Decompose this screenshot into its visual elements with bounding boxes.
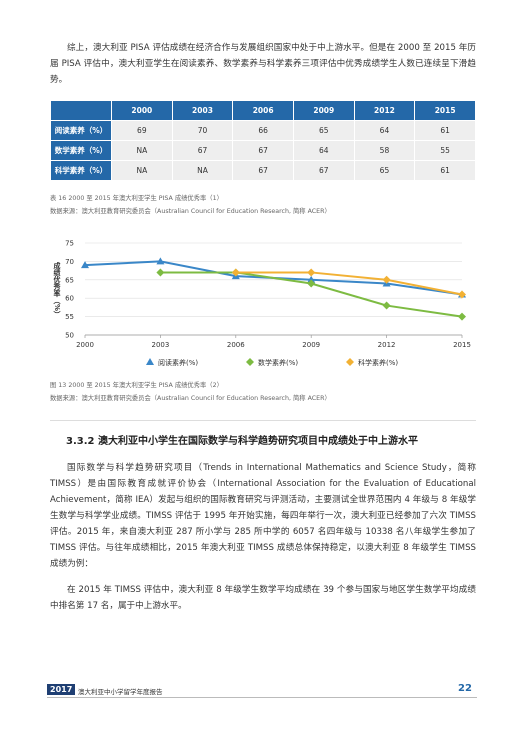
table-cell: 61 — [415, 161, 475, 180]
column-header: 2015 — [415, 101, 475, 120]
data-point — [81, 261, 89, 269]
data-point — [307, 268, 316, 277]
chart: 成绩优秀率（%） 50 55 60 65 70 75 2000 2003 2006 2009 201… — [53, 240, 471, 368]
legend-marker — [346, 358, 354, 366]
page-number: 22 — [458, 683, 472, 694]
data-point — [382, 301, 391, 310]
row-label: 阅读素养（%） — [51, 121, 111, 140]
table-cell: 65 — [354, 161, 415, 180]
divider — [50, 420, 476, 421]
paragraph: 在 2015 年 TIMSS 评估中，澳大利亚 8 年级学生数学平均成绩在 39… — [50, 585, 476, 611]
table-cell: 55 — [415, 141, 475, 160]
table-cell: 67 — [233, 141, 293, 160]
series-line — [235, 271, 463, 296]
section-heading: 3.3.2 澳大利亚中小学生在国际数学与科学趋势研究项目中成绩处于中上游水平 — [66, 436, 418, 447]
data-point — [382, 275, 391, 284]
y-tick-label: 55 — [65, 313, 74, 321]
x-tick-label: 2009 — [302, 341, 320, 349]
table-cell: 67 — [293, 161, 354, 180]
data-point — [307, 279, 316, 288]
table-cell: 64 — [354, 121, 415, 140]
table-cell: 61 — [415, 121, 475, 140]
data-point — [458, 290, 466, 299]
paragraph: 综上，澳大利亚 PISA 评估成绩在经济合作与发展组织国家中处于中上游水平。但是… — [50, 43, 476, 85]
table-cell: 69 — [112, 121, 172, 140]
legend-marker — [146, 358, 154, 365]
y-tick-label: 70 — [65, 258, 74, 266]
footer-rule — [47, 697, 477, 698]
x-tick-label: 2000 — [76, 341, 94, 349]
footer-title: 澳大利亚中小学留学年度报告 — [78, 688, 163, 696]
header-row: 2000 2003 2006 2009 2012 2015 — [51, 101, 475, 120]
y-tick-label: 50 — [65, 332, 74, 340]
legend-label: 阅读素养(%) — [158, 358, 198, 367]
table-cell: 58 — [354, 141, 415, 160]
y-tick-label: 75 — [65, 240, 74, 248]
table-caption: 表 16 2000 至 2015 年澳大利亚学生 PISA 成绩优秀率（1） — [50, 195, 223, 202]
column-header: 2009 — [293, 101, 354, 120]
x-tick-label: 2003 — [151, 341, 169, 349]
table-row: 阅读素养（%） 69 70 66 65 64 61 — [51, 121, 475, 140]
chart-source: 数据来源：澳大利亚教育研究委员会（Australian Council for … — [50, 395, 331, 402]
x-tick-label: 2006 — [227, 341, 245, 349]
table-cell: NA — [112, 161, 172, 180]
data-point — [458, 312, 466, 321]
table-source: 数据来源：澳大利亚教育研究委员会（Australian Council for … — [50, 208, 331, 215]
table-cell: 67 — [233, 161, 293, 180]
column-header: 2006 — [233, 101, 293, 120]
table-row: 数学素养（%） NA 67 67 64 58 55 — [51, 141, 475, 160]
legend-label: 数学素养(%) — [258, 358, 298, 367]
y-tick-label: 60 — [65, 295, 74, 303]
table-cell: 70 — [172, 121, 233, 140]
table-cell: 66 — [233, 121, 293, 140]
x-tick-label: 2015 — [453, 341, 471, 349]
data-point — [156, 257, 165, 265]
row-label: 科学素养（%） — [51, 161, 111, 180]
data-point — [156, 268, 165, 277]
data-point — [231, 268, 240, 277]
table-cell: NA — [172, 161, 233, 180]
legend-marker — [246, 358, 254, 366]
column-header: 2012 — [354, 101, 415, 120]
footer-year: 2017 — [47, 684, 76, 695]
x-tick-label: 2012 — [378, 341, 396, 349]
y-tick-label: 65 — [65, 276, 74, 284]
table-cell: 65 — [293, 121, 354, 140]
data-table: 2000 2003 2006 2009 2012 2015 阅读素养（%） 69 70 66 65 6… — [50, 100, 476, 181]
y-axis-label: 成绩优秀率（%） — [53, 261, 62, 318]
table-row: 科学素养（%） NA NA 67 67 65 61 — [51, 161, 475, 180]
column-header: 2003 — [172, 101, 233, 120]
legend-label: 科学素养(%) — [358, 358, 398, 367]
table-cell: 67 — [172, 141, 233, 160]
data-point — [307, 275, 316, 283]
paragraph: 国际数学与科学趋势研究项目（Trends in International Ma… — [50, 463, 476, 569]
corner-cell — [51, 101, 111, 120]
column-header: 2000 — [112, 101, 172, 120]
chart-caption: 图 13 2000 至 2015 年澳大利亚学生 PISA 成绩优秀率（2） — [50, 382, 223, 389]
row-label: 数学素养（%） — [51, 141, 111, 160]
table-cell: NA — [112, 141, 172, 160]
table-cell: 64 — [293, 141, 354, 160]
